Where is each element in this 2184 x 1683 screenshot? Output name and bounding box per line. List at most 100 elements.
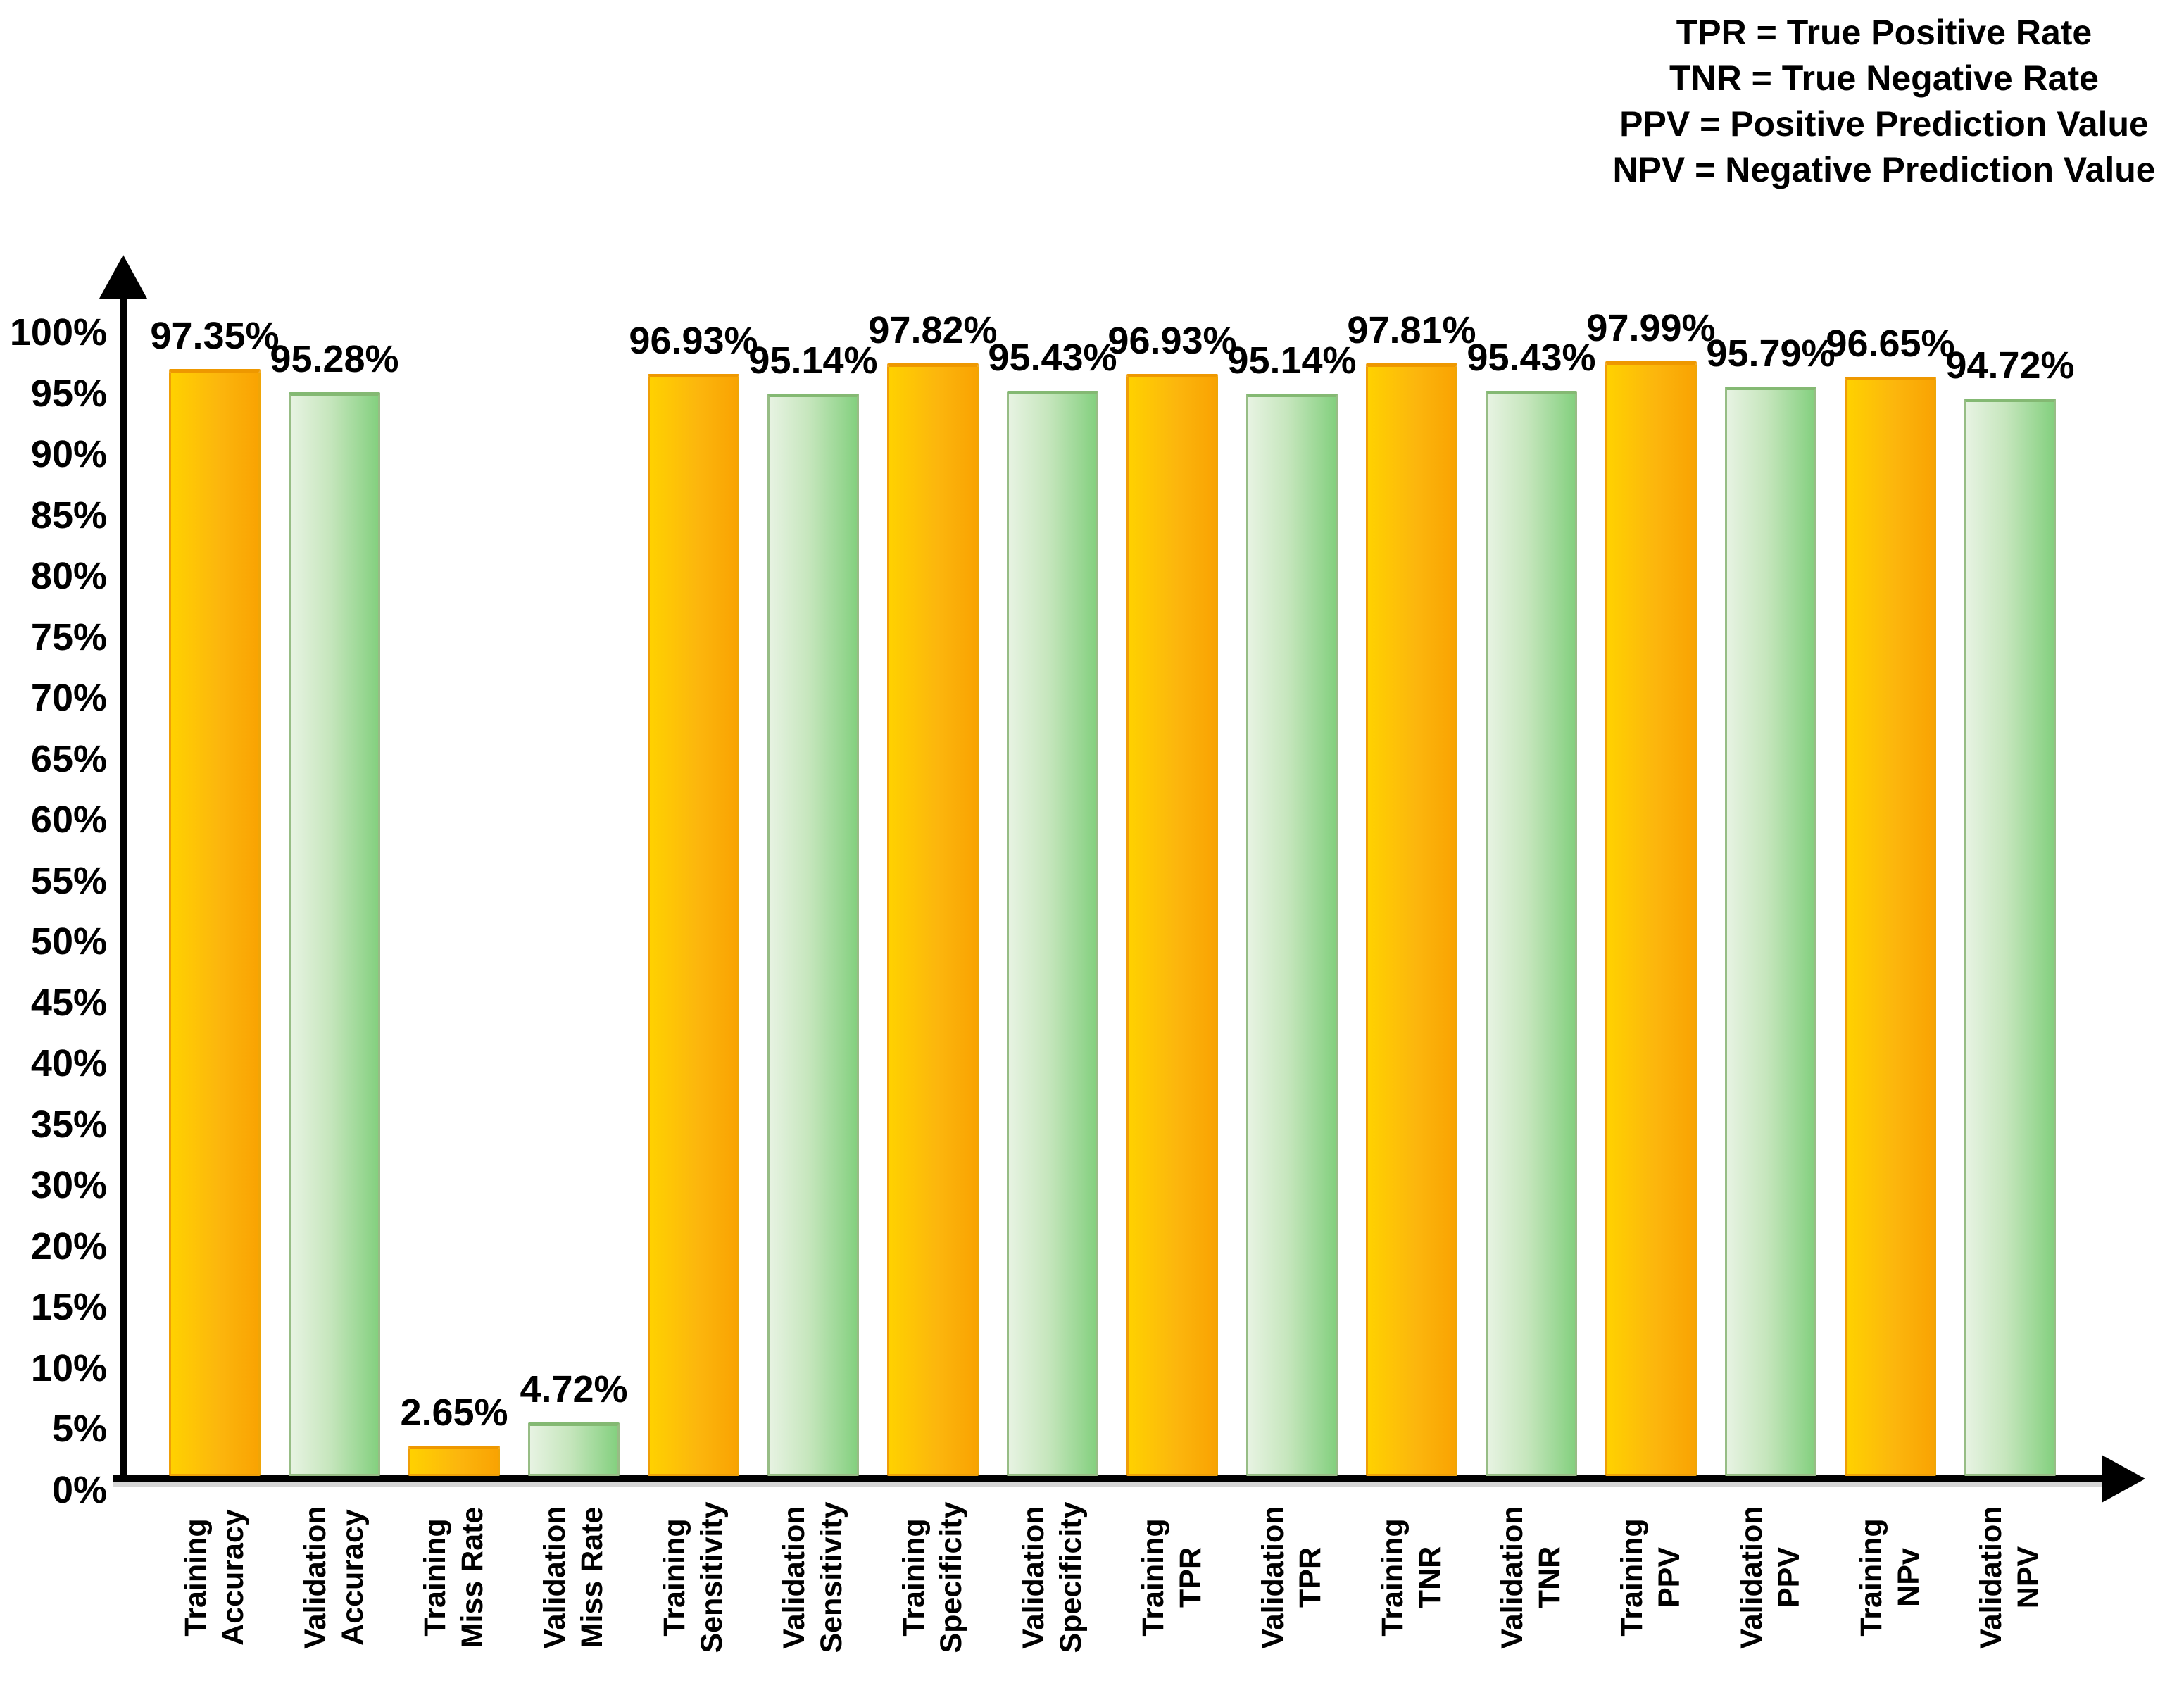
- x-axis-label-line1: Validation: [1017, 1506, 1050, 1649]
- y-tick-30: 30%: [30, 1164, 107, 1206]
- x-axis-label-line1: Validation: [1974, 1506, 2008, 1649]
- value-label-training-sensitivity: 96.93%: [629, 320, 758, 362]
- x-axis-label-training-npv: Training NPv: [1845, 1472, 1936, 1683]
- x-axis-label-training-accuracy: Training Accuracy: [169, 1472, 261, 1683]
- bar-training-miss-rate: [408, 1446, 500, 1476]
- bar-validation-specificity: [1007, 391, 1098, 1476]
- y-tick-85: 85%: [30, 494, 107, 537]
- x-axis-arrow-icon: [2102, 1455, 2145, 1503]
- value-label-validation-npv: 94.72%: [1945, 344, 2075, 387]
- value-label-validation-specificity: 95.43%: [988, 337, 1117, 379]
- x-axis-label-line2: Specificity: [934, 1501, 968, 1653]
- x-axis-label-training-miss-rate: Training Miss Rate: [408, 1472, 500, 1683]
- value-label-validation-accuracy: 95.28%: [270, 338, 399, 380]
- y-tick-90: 90%: [30, 433, 107, 475]
- y-tick-20: 20%: [30, 1225, 107, 1268]
- y-tick-35: 35%: [30, 1103, 107, 1146]
- x-axis-label-validation-accuracy: Validation Accuracy: [289, 1472, 380, 1683]
- value-label-validation-ppv: 95.79%: [1706, 332, 1835, 375]
- y-tick-65: 65%: [30, 737, 107, 780]
- x-axis-label-line1: Validation: [1256, 1506, 1290, 1649]
- y-tick-40: 40%: [30, 1042, 107, 1084]
- value-label-validation-tnr: 95.43%: [1467, 337, 1596, 379]
- x-axis-label-line1: Validation: [1495, 1506, 1529, 1649]
- x-axis-label-line1: Validation: [538, 1506, 572, 1649]
- bar-training-sensitivity: [648, 374, 739, 1476]
- y-tick-5: 5%: [51, 1408, 107, 1450]
- x-axis-label-line2: TNR: [1413, 1546, 1447, 1609]
- bar-validation-ppv: [1725, 387, 1816, 1476]
- x-axis-label-line2: Accuracy: [336, 1509, 370, 1646]
- bar-training-ppv: [1605, 361, 1697, 1476]
- x-axis-label-line2: NPv: [1892, 1548, 1926, 1607]
- x-axis-label-line2: Sensitivity: [695, 1501, 729, 1653]
- bar-validation-npv: [1964, 399, 2056, 1476]
- x-axis-label-training-ppv: Training PPV: [1605, 1472, 1697, 1683]
- value-label-training-npv: 96.65%: [1826, 323, 1955, 365]
- bar-training-specificity: [887, 363, 979, 1476]
- x-axis-label-line2: Specificity: [1054, 1501, 1088, 1653]
- y-tick-50: 50%: [30, 920, 107, 963]
- x-axis-label-line2: PPV: [1652, 1546, 1686, 1608]
- x-axis-label-validation-npv: Validation NPV: [1964, 1472, 2056, 1683]
- y-tick-100: 100%: [9, 311, 107, 354]
- x-axis-label-line1: Training: [658, 1518, 691, 1637]
- x-axis-label-line1: Training: [1136, 1518, 1170, 1637]
- x-axis-label-line2: NPV: [2012, 1546, 2045, 1609]
- value-label-validation-tpr: 95.14%: [1227, 339, 1357, 382]
- y-tick-0: 0%: [51, 1468, 107, 1511]
- x-axis-label-validation-tnr: Validation TNR: [1486, 1472, 1577, 1683]
- y-tick-45: 45%: [30, 981, 107, 1024]
- x-axis-label-line1: Training: [1854, 1518, 1888, 1637]
- y-tick-60: 60%: [30, 799, 107, 841]
- x-axis-label-training-tnr: Training TNR: [1366, 1472, 1457, 1683]
- x-axis-line: [113, 1475, 2105, 1482]
- x-axis-label-line1: Validation: [299, 1506, 332, 1649]
- x-axis-label-line1: Training: [1376, 1518, 1410, 1637]
- bar-validation-sensitivity: [767, 394, 859, 1476]
- x-axis-label-line1: Training: [897, 1518, 931, 1637]
- x-axis-label-validation-miss-rate: Validation Miss Rate: [528, 1472, 620, 1683]
- x-axis-label-validation-ppv: Validation PPV: [1725, 1472, 1816, 1683]
- x-axis-label-validation-tpr: Validation TPR: [1246, 1472, 1338, 1683]
- y-tick-15: 15%: [30, 1286, 107, 1328]
- x-axis-label-line2: Miss Rate: [575, 1506, 609, 1648]
- legend-line-tnr: TNR = True Negative Rate: [1669, 58, 2099, 98]
- x-axis-label-line1: Training: [1615, 1518, 1649, 1637]
- x-axis-label-line1: Validation: [777, 1506, 811, 1649]
- value-label-training-miss-rate: 2.65%: [400, 1391, 508, 1434]
- legend-line-tpr: TPR = True Positive Rate: [1676, 13, 2092, 52]
- bar-training-tnr: [1366, 363, 1457, 1476]
- legend: TPR = True Positive Rate TNR = True Nega…: [1598, 10, 2170, 193]
- value-label-validation-sensitivity: 95.14%: [748, 339, 878, 382]
- y-axis-line: [120, 285, 127, 1482]
- legend-line-ppv: PPV = Positive Prediction Value: [1619, 104, 2149, 144]
- x-axis-label-training-tpr: Training TPR: [1126, 1472, 1218, 1683]
- legend-line-npv: NPV = Negative Prediction Value: [1612, 150, 2156, 189]
- x-axis-label-line2: TPR: [1293, 1547, 1327, 1608]
- x-axis-label-validation-sensitivity: Validation Sensitivity: [767, 1472, 859, 1683]
- y-tick-75: 75%: [30, 615, 107, 658]
- bar-validation-tpr: [1246, 394, 1338, 1476]
- x-axis-label-line1: Training: [418, 1518, 452, 1637]
- bar-training-accuracy: [169, 369, 261, 1476]
- y-tick-70: 70%: [30, 677, 107, 719]
- x-axis-label-training-specificity: Training Specificity: [887, 1472, 979, 1683]
- y-tick-80: 80%: [30, 555, 107, 597]
- bar-validation-tnr: [1486, 391, 1577, 1476]
- x-axis-label-line1: Validation: [1735, 1506, 1769, 1649]
- x-axis-label-line2: TPR: [1174, 1547, 1207, 1608]
- x-axis-label-line2: Sensitivity: [815, 1501, 848, 1653]
- x-axis-label-line2: Miss Rate: [456, 1506, 489, 1648]
- x-axis-label-line2: PPV: [1772, 1546, 1806, 1608]
- y-tick-95: 95%: [30, 372, 107, 415]
- x-axis-label-training-sensitivity: Training Sensitivity: [648, 1472, 739, 1683]
- x-axis-label-line1: Training: [179, 1518, 213, 1637]
- y-axis-arrow-icon: [99, 255, 147, 299]
- bar-training-tpr: [1126, 374, 1218, 1476]
- value-label-training-tnr: 97.81%: [1347, 309, 1476, 351]
- value-label-training-accuracy: 97.35%: [150, 315, 280, 357]
- x-axis-label-line2: TNR: [1533, 1546, 1567, 1609]
- value-label-training-specificity: 97.82%: [868, 309, 998, 351]
